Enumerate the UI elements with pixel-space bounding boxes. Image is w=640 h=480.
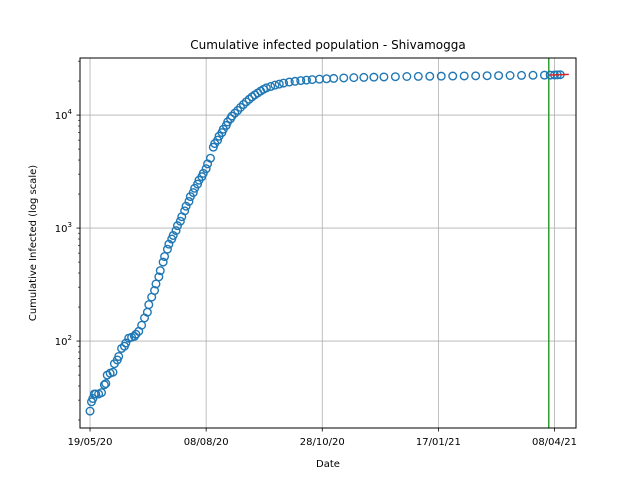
- data-point: [88, 394, 98, 404]
- series-line: [548, 73, 569, 76]
- data-point: [164, 239, 174, 249]
- chart-title: Cumulative infected population - Shivamo…: [190, 38, 465, 52]
- data-point: [413, 71, 423, 81]
- data-point: [301, 75, 311, 85]
- grid: [80, 58, 576, 428]
- data-point: [154, 272, 164, 282]
- data-point: [482, 71, 492, 81]
- data-point: [402, 71, 412, 81]
- data-point: [162, 244, 172, 254]
- data-point: [494, 71, 504, 81]
- data-point: [131, 329, 141, 339]
- y-tick-label: 104: [55, 108, 73, 122]
- data-point: [241, 97, 251, 107]
- data-point: [101, 379, 111, 389]
- x-tick-label: 28/10/20: [300, 437, 345, 448]
- data-point: [180, 206, 190, 216]
- data-point: [213, 135, 223, 145]
- data-point: [459, 71, 469, 81]
- data-point: [175, 216, 185, 226]
- data-point: [390, 72, 400, 82]
- data-point: [329, 73, 339, 83]
- y-tick-label: 103: [55, 221, 72, 235]
- data-point: [114, 351, 124, 361]
- data-point: [369, 72, 379, 82]
- data-point: [270, 80, 280, 90]
- ticks: 19/05/20 08/08/20 28/10/20 17/01/21 08/04/21…: [55, 60, 577, 448]
- data-point: [436, 71, 446, 81]
- data-point: [471, 71, 481, 81]
- data-point: [205, 153, 215, 163]
- x-tick-label: 08/08/20: [184, 437, 229, 448]
- data-point: [193, 179, 203, 189]
- data-point: [379, 72, 389, 82]
- data-point: [85, 406, 95, 416]
- data-point: [198, 168, 208, 178]
- data-point: [121, 338, 131, 348]
- data-point: [290, 76, 300, 86]
- data-point: [97, 388, 107, 398]
- data-point: [188, 188, 198, 198]
- data-point: [274, 79, 284, 89]
- x-tick-label: 17/01/21: [416, 437, 461, 448]
- data-point: [144, 300, 154, 310]
- data-point: [236, 102, 246, 112]
- data-point: [238, 100, 248, 110]
- plot-frame: [79, 57, 577, 429]
- plot-data: [85, 58, 569, 428]
- data-point: [201, 164, 211, 174]
- data-point: [266, 82, 276, 92]
- data-point: [425, 71, 435, 81]
- data-point: [227, 111, 237, 121]
- data-point: [171, 226, 181, 236]
- data-point: [99, 380, 109, 390]
- data-point: [296, 76, 306, 86]
- data-point: [155, 266, 165, 276]
- data-point: [150, 286, 160, 296]
- data-point: [181, 201, 191, 211]
- data-point: [158, 257, 168, 267]
- data-point: [284, 77, 294, 87]
- y-axis-label: Cumulative Infected (log scale): [28, 165, 39, 321]
- data-point: [160, 252, 170, 262]
- y-tick-label: 102: [55, 334, 72, 348]
- data-point: [349, 73, 359, 83]
- x-axis-label: Date: [316, 459, 340, 470]
- data-point: [539, 70, 549, 80]
- data-point: [448, 71, 458, 81]
- data-point: [244, 94, 254, 104]
- data-point: [184, 196, 194, 206]
- data-point: [279, 78, 289, 88]
- data-point: [517, 70, 527, 80]
- data-point: [528, 70, 538, 80]
- data-point: [91, 389, 101, 399]
- data-point: [172, 221, 182, 231]
- data-point: [505, 71, 515, 81]
- x-tick-label: 08/04/21: [532, 437, 577, 448]
- data-point: [230, 108, 240, 118]
- data-point: [339, 73, 349, 83]
- data-point: [168, 230, 178, 240]
- data-point: [359, 72, 369, 82]
- x-tick-label: 19/05/20: [68, 437, 113, 448]
- data-point: [261, 83, 271, 93]
- data-point: [108, 367, 118, 377]
